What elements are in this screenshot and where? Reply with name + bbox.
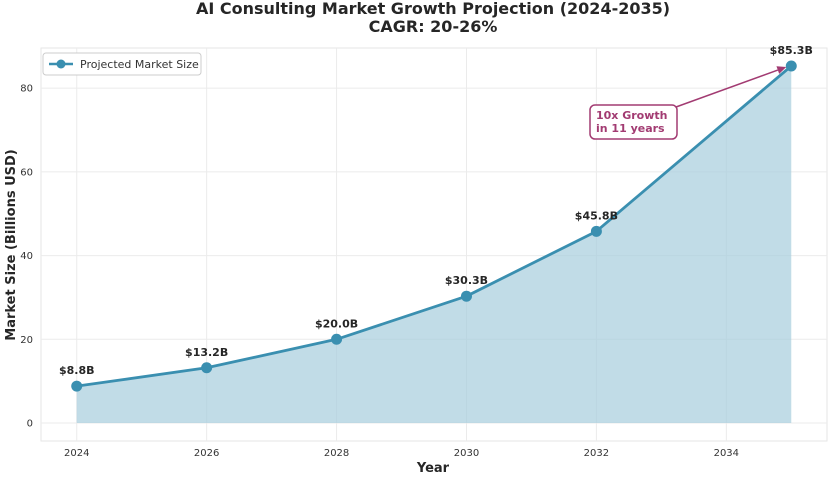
annotation-arrow bbox=[675, 69, 779, 108]
legend-label: Projected Market Size bbox=[80, 58, 199, 71]
series-line bbox=[76, 64, 793, 388]
data-label: $20.0B bbox=[315, 317, 358, 330]
y-tick-label: 20 bbox=[20, 335, 33, 346]
x-tick-label: 2034 bbox=[714, 448, 739, 459]
y-tick-label: 40 bbox=[20, 251, 33, 262]
data-label: $30.3B bbox=[445, 274, 488, 287]
annotation-line-2: in 11 years bbox=[596, 122, 665, 135]
area-layer bbox=[76, 64, 793, 424]
annotation: 10x Growth in 11 years bbox=[589, 66, 787, 140]
x-tick-label: 2032 bbox=[584, 448, 609, 459]
data-label: $45.8B bbox=[575, 209, 618, 222]
x-tick-label: 2026 bbox=[194, 448, 219, 459]
x-axis-label: Year bbox=[416, 461, 450, 476]
y-tick-label: 80 bbox=[20, 84, 33, 95]
legend-box bbox=[42, 52, 202, 76]
x-tick-label: 2028 bbox=[324, 448, 349, 459]
data-marks bbox=[71, 60, 797, 392]
y-tick-label: 0 bbox=[27, 419, 33, 430]
x-tick-label: 2024 bbox=[64, 448, 89, 459]
data-point bbox=[331, 333, 343, 345]
annotation-line-1: 10x Growth bbox=[596, 109, 668, 122]
data-point bbox=[71, 380, 83, 392]
y-tick-labels: 0 20 40 60 80 bbox=[20, 84, 33, 430]
data-point bbox=[785, 60, 797, 72]
chart-subtitle: CAGR: 20-26% bbox=[369, 17, 498, 36]
annotation-box bbox=[589, 104, 678, 140]
data-label: $8.8B bbox=[59, 364, 95, 377]
x-tick-label: 2030 bbox=[454, 448, 479, 459]
legend: Projected Market Size bbox=[42, 52, 202, 76]
data-point bbox=[460, 290, 472, 302]
legend-marker bbox=[56, 59, 66, 69]
y-axis-label: Market Size (Billions USD) bbox=[4, 149, 19, 340]
annotation-arrowhead bbox=[776, 66, 787, 74]
data-point bbox=[590, 225, 602, 237]
area-fill bbox=[76, 65, 792, 424]
y-tick-label: 60 bbox=[20, 167, 33, 178]
chart-title: AI Consulting Market Growth Projection (… bbox=[196, 0, 670, 18]
x-tick-labels: 2024 2026 2028 2030 2032 2034 bbox=[64, 448, 739, 459]
data-label: $85.3B bbox=[770, 44, 813, 57]
data-point bbox=[201, 362, 213, 374]
data-labels: $8.8B $13.2B $20.0B $30.3B $45.8B $85.3B bbox=[59, 44, 813, 377]
data-label: $13.2B bbox=[185, 346, 228, 359]
